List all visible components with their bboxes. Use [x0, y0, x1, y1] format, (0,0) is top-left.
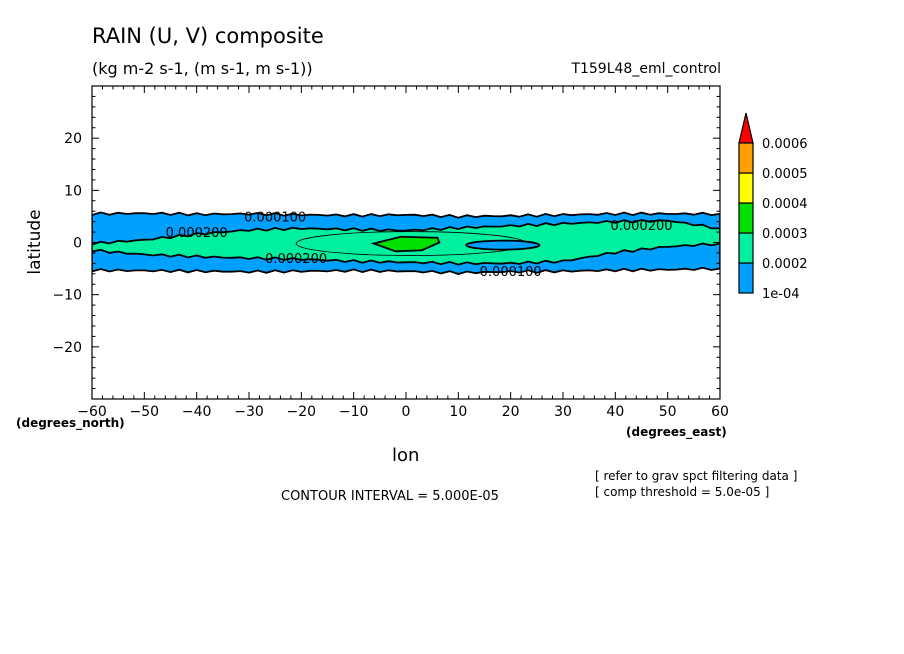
contour-label: 0.000200 [610, 219, 672, 234]
colorbar-label: 0.0003 [762, 227, 808, 242]
colorbar-swatch [738, 232, 754, 264]
contour-core [370, 235, 441, 253]
x-tick-label: 10 [449, 404, 467, 420]
x-tick-label: 60 [711, 404, 729, 420]
contour-label: 0.000200 [265, 252, 327, 267]
x-units: (degrees_east) [626, 425, 727, 439]
note-filtering: [ refer to grav spct filtering data ] [595, 469, 798, 483]
note-threshold: [ comp threshold = 5.0e-05 ] [595, 485, 770, 499]
x-tick-label: −60 [77, 404, 107, 420]
chart-title: RAIN (U, V) composite [92, 24, 324, 48]
colorbar-swatch [738, 142, 754, 174]
contour-hole [465, 239, 541, 251]
contour-label: 0.000100 [480, 265, 542, 280]
colorbar-label: 0.0002 [762, 257, 808, 272]
y-tick-label: 0 [73, 236, 82, 252]
x-axis-label: lon [392, 445, 420, 466]
x-tick-label: −50 [130, 404, 160, 420]
x-tick-label: 40 [606, 404, 624, 420]
x-tick-label: 0 [402, 404, 411, 420]
contour-interval: CONTOUR INTERVAL = 5.000E-05 [281, 489, 499, 504]
x-tick-label: −10 [339, 404, 369, 420]
colorbar-over-triangle [738, 112, 754, 144]
x-tick-label: −20 [287, 404, 317, 420]
y-tick-label: −10 [52, 288, 82, 304]
colorbar-label: 1e-04 [762, 287, 800, 302]
colorbar-swatch [738, 262, 754, 294]
y-units: (degrees_north) [16, 416, 125, 430]
x-tick-label: 20 [502, 404, 520, 420]
x-tick-label: −40 [182, 404, 212, 420]
y-tick-label: −20 [52, 340, 82, 356]
chart-subtitle: (kg m-2 s-1, (m s-1, m s-1)) [92, 59, 313, 78]
y-tick-label: 20 [64, 131, 82, 147]
contour-label: 0.000200 [166, 226, 228, 241]
x-tick-label: 50 [659, 404, 677, 420]
colorbar-swatch [738, 202, 754, 234]
contour-label: 0.000100 [244, 210, 306, 225]
colorbar-label: 0.0006 [762, 137, 808, 152]
x-tick-label: 30 [554, 404, 572, 420]
x-tick-label: −30 [234, 404, 264, 420]
colorbar-swatch [738, 172, 754, 204]
run-label: T159L48_eml_control [571, 61, 721, 77]
y-tick-label: 10 [64, 183, 82, 199]
colorbar-label: 0.0005 [762, 167, 808, 182]
y-axis-label: latitude [25, 209, 45, 275]
colorbar-label: 0.0004 [762, 197, 808, 212]
